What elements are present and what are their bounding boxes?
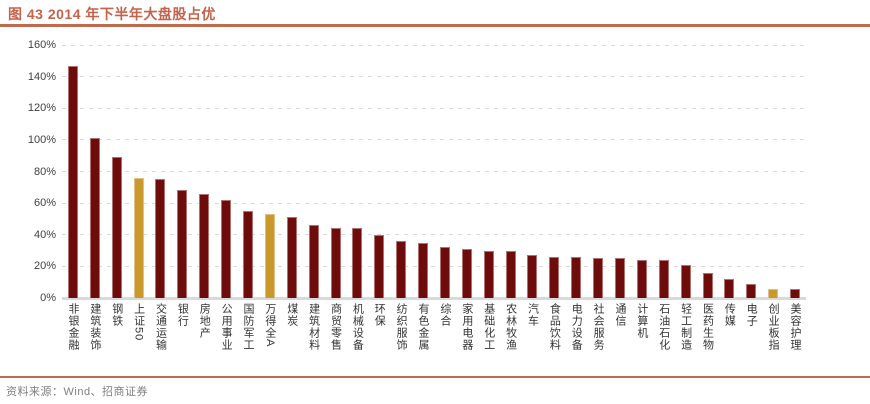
bar-公用事业 xyxy=(221,199,232,298)
x-axis-label: 创业板指 xyxy=(767,303,780,351)
x-axis-label: 美容护理 xyxy=(789,303,802,351)
bar-有色金属 xyxy=(418,242,429,298)
x-axis-label: 建筑装饰 xyxy=(88,303,101,351)
x-axis-label: 房地产 xyxy=(198,303,211,339)
gridline xyxy=(62,107,806,109)
bar-万得全A xyxy=(264,214,275,298)
y-axis-tick-label: 0% xyxy=(40,292,56,304)
bar-食品饮料 xyxy=(549,256,560,298)
x-axis-label: 商贸零售 xyxy=(329,303,342,351)
bar-建筑装饰 xyxy=(89,138,100,298)
x-axis-label: 非银金融 xyxy=(66,303,79,351)
x-axis-label: 食品饮料 xyxy=(548,303,561,351)
bar-社会服务 xyxy=(593,258,604,298)
x-axis-label: 综合 xyxy=(438,303,451,327)
x-axis-baseline xyxy=(62,297,806,300)
bar-煤炭 xyxy=(286,217,297,298)
source-divider xyxy=(0,376,870,378)
bar-纺织服饰 xyxy=(396,241,407,298)
x-axis-label: 有色金属 xyxy=(417,303,430,351)
bar-机械设备 xyxy=(352,228,363,298)
x-axis-label: 电子 xyxy=(745,303,758,327)
bar-石油石化 xyxy=(658,260,669,298)
y-axis-tick-label: 140% xyxy=(27,70,56,83)
bar-银行 xyxy=(177,190,188,298)
figure-title: 图 43 2014 年下半年大盘股占优 xyxy=(8,6,216,22)
bar-非银金融 xyxy=(67,65,78,298)
gridline xyxy=(62,202,806,204)
y-axis-tick-label: 80% xyxy=(33,165,56,178)
y-axis-tick-label: 60% xyxy=(33,197,56,210)
x-axis-label: 纺织服饰 xyxy=(395,303,408,351)
gridline xyxy=(62,44,806,46)
source-note: 资料来源：Wind、招商证券 xyxy=(6,386,149,398)
bar-创业板指 xyxy=(768,288,779,298)
bar-电力设备 xyxy=(571,256,582,298)
bar-房地产 xyxy=(199,193,210,298)
bar-传媒 xyxy=(724,279,735,298)
bar-汽车 xyxy=(527,255,538,298)
x-axis-label: 家用电器 xyxy=(460,303,473,351)
x-axis-label: 建筑材料 xyxy=(307,303,320,351)
bar-轻工制造 xyxy=(680,264,691,298)
gridline xyxy=(62,76,806,78)
bar-钢铁 xyxy=(111,157,122,298)
y-axis: 0% 20% 40% 60% 80% 100% 120% 140% 160% xyxy=(0,39,56,304)
y-axis-tick-label: 120% xyxy=(27,102,56,115)
bar-农林牧渔 xyxy=(505,250,516,298)
x-axis-label: 环保 xyxy=(373,303,386,327)
bar-上证50 xyxy=(133,177,144,298)
chart-plot-area xyxy=(62,44,806,300)
x-axis-label: 上证50 xyxy=(132,303,145,342)
x-axis-label: 机械设备 xyxy=(351,303,364,351)
bar-国防军工 xyxy=(243,211,253,298)
gridline xyxy=(62,265,806,267)
x-axis-label: 公用事业 xyxy=(220,303,233,351)
bar-计算机 xyxy=(636,260,647,298)
x-axis-label: 汽车 xyxy=(526,303,539,327)
x-axis-label: 农林牧渔 xyxy=(504,303,517,351)
y-axis-tick-label: 160% xyxy=(27,39,56,51)
x-axis-labels: 非银金融 建筑装饰 钢铁 上证50 交通运输 银行 房地产 公用事业 国防军工 万得全A 煤炭 建筑材… xyxy=(62,303,806,379)
x-axis-label: 银行 xyxy=(176,303,189,327)
bar-电子 xyxy=(746,283,757,298)
gridline xyxy=(62,234,806,236)
x-axis-label: 钢铁 xyxy=(110,303,123,327)
x-axis-label: 计算机 xyxy=(635,303,648,339)
x-axis-label: 万得全A xyxy=(263,303,276,348)
x-axis-label: 传媒 xyxy=(723,303,736,327)
y-axis-tick-label: 20% xyxy=(33,260,56,273)
x-axis-label: 交通运输 xyxy=(154,303,167,351)
gridline xyxy=(62,171,806,172)
x-axis-label: 煤炭 xyxy=(285,303,298,327)
bar-综合 xyxy=(439,247,450,298)
x-axis-label: 基础化工 xyxy=(482,303,495,351)
x-axis-label: 医药生物 xyxy=(701,303,714,351)
x-axis-label: 电力设备 xyxy=(570,303,583,351)
x-axis-label: 轻工制造 xyxy=(679,303,692,351)
title-underline xyxy=(0,24,870,27)
bar-建筑材料 xyxy=(308,225,319,298)
x-axis-label: 社会服务 xyxy=(592,303,605,351)
x-axis-label: 通信 xyxy=(614,303,626,327)
x-axis-label: 石油石化 xyxy=(657,303,670,351)
bar-商贸零售 xyxy=(330,228,341,298)
gridline xyxy=(62,139,806,141)
bar-基础化工 xyxy=(483,250,494,298)
y-axis-tick-label: 100% xyxy=(27,133,56,146)
bar-环保 xyxy=(374,234,385,298)
x-axis-label: 国防军工 xyxy=(242,303,254,351)
bar-美容护理 xyxy=(790,288,801,298)
bar-家用电器 xyxy=(461,248,472,298)
bar-医药生物 xyxy=(702,272,713,298)
y-axis-tick-label: 40% xyxy=(33,228,56,241)
bar-通信 xyxy=(615,258,625,298)
bar-交通运输 xyxy=(155,179,166,298)
